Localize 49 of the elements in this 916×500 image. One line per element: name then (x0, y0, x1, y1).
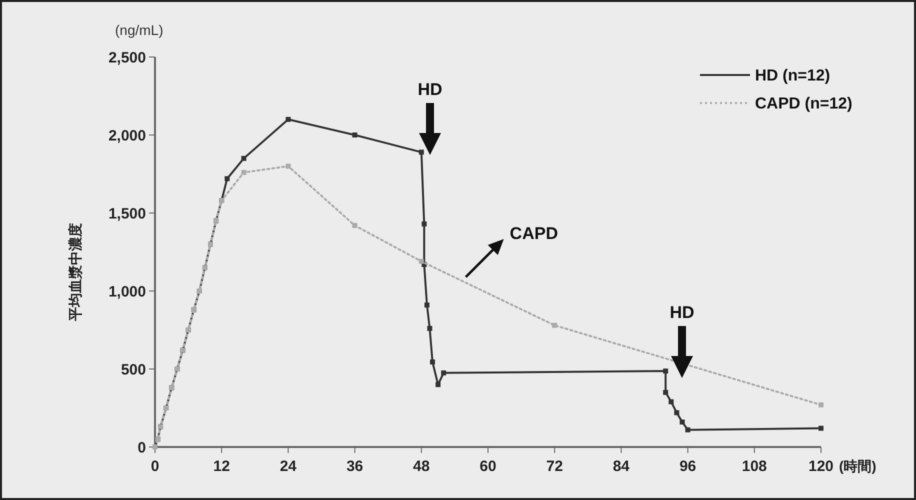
y-tick-label: 2,500 (108, 49, 146, 66)
point (441, 370, 446, 376)
y-tick-label: 2,000 (108, 127, 146, 144)
y-tick-label: 0 (138, 439, 146, 456)
point (422, 221, 427, 226)
text: (ng/mL) (115, 22, 164, 38)
x-tick-label: 84 (612, 458, 630, 475)
point (430, 359, 435, 364)
annotation: HD (418, 80, 442, 99)
x-tick-label: 24 (280, 458, 298, 475)
y-tick-label: 1,500 (108, 205, 146, 222)
annotation: CAPD (510, 224, 558, 243)
point (352, 222, 358, 228)
legend-label: CAPD (n=12) (755, 96, 852, 113)
x-tick-label: 48 (413, 458, 430, 475)
point (818, 426, 824, 431)
legend-label: HD (n=12) (755, 68, 830, 85)
point (352, 132, 358, 138)
x-tick-label: 108 (742, 458, 767, 475)
x-tick-label: 96 (679, 458, 696, 475)
point (418, 150, 424, 155)
point (668, 399, 674, 404)
point (241, 170, 246, 175)
point (680, 420, 685, 425)
y-tick-label: 500 (120, 361, 146, 378)
point (818, 402, 824, 408)
x-tick-label: 12 (213, 458, 230, 475)
point (436, 382, 441, 388)
point (241, 156, 246, 161)
point (663, 390, 668, 395)
point (286, 116, 291, 122)
x-tick-label: 60 (480, 458, 496, 475)
x-tick-label: 72 (546, 458, 563, 475)
x-tick-label: 0 (150, 458, 160, 475)
y-axis-title: 平均血漿中濃度 (67, 223, 83, 322)
point (663, 368, 668, 374)
point (674, 410, 680, 416)
point (418, 258, 424, 264)
y-tick-label: 1,000 (108, 283, 146, 300)
x-tick-label: 120 (808, 458, 834, 475)
x-axis-title: (時間) (839, 458, 876, 474)
point (552, 322, 558, 328)
x-tick-label: 36 (346, 458, 364, 475)
point (286, 164, 291, 169)
point (424, 302, 430, 308)
point (685, 427, 690, 432)
point (224, 176, 230, 182)
point (427, 326, 432, 331)
annotation: HD (670, 303, 694, 322)
